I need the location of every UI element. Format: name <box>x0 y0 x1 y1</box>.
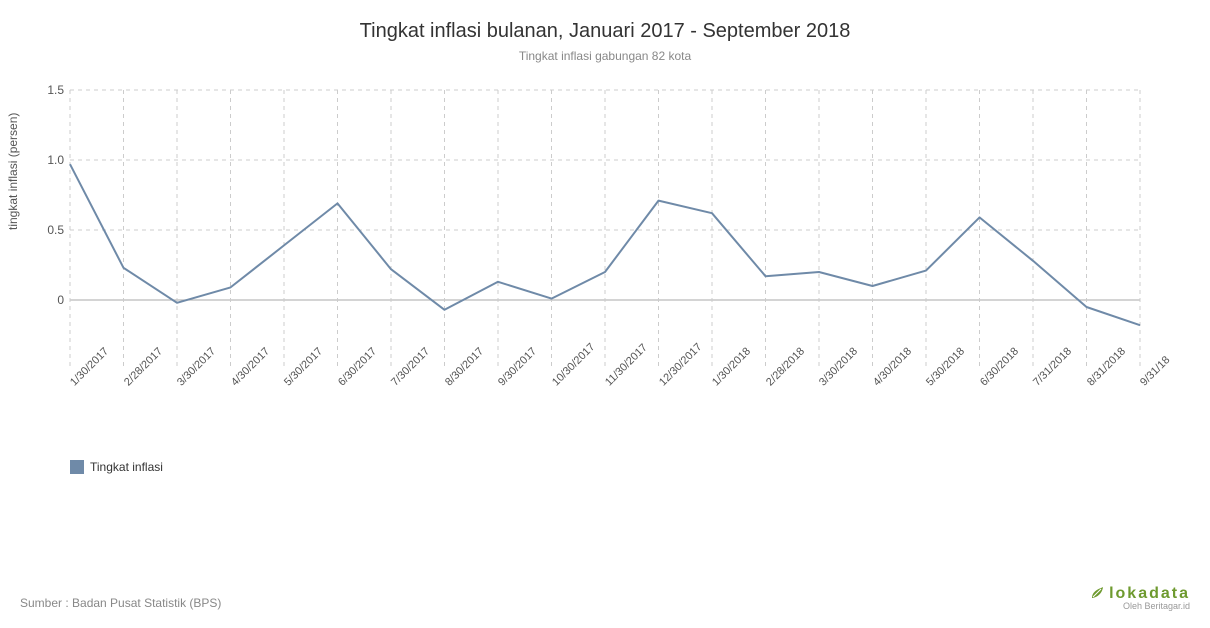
brand-text: lokadata <box>1109 585 1190 603</box>
chart-container: Tingkat inflasi bulanan, Januari 2017 - … <box>0 0 1210 628</box>
legend-label: Tingkat inflasi <box>90 460 163 474</box>
legend: Tingkat inflasi <box>70 460 163 474</box>
plot-area: 00.51.01.51/30/20172/28/20173/30/20174/3… <box>70 90 1140 370</box>
brand-sub: Oleh Beritagar.id <box>1089 602 1190 612</box>
y-axis-label: tingkat inflasi (persen) <box>6 113 20 230</box>
y-tick-label: 0 <box>57 293 70 307</box>
y-tick-label: 1.0 <box>47 153 70 167</box>
source-text: Sumber : Badan Pusat Statistik (BPS) <box>20 596 221 610</box>
y-tick-label: 0.5 <box>47 223 70 237</box>
brand-block: lokadata Oleh Beritagar.id <box>1089 585 1190 612</box>
chart-title: Tingkat inflasi bulanan, Januari 2017 - … <box>0 0 1210 43</box>
leaf-icon <box>1089 585 1105 601</box>
brand-name: lokadata <box>1089 585 1190 603</box>
chart-subtitle: Tingkat inflasi gabungan 82 kota <box>0 43 1210 63</box>
chart-svg <box>70 90 1140 370</box>
y-tick-label: 1.5 <box>47 83 70 97</box>
x-tick-label: 9/31/18 <box>1138 354 1172 388</box>
legend-swatch <box>70 460 84 474</box>
